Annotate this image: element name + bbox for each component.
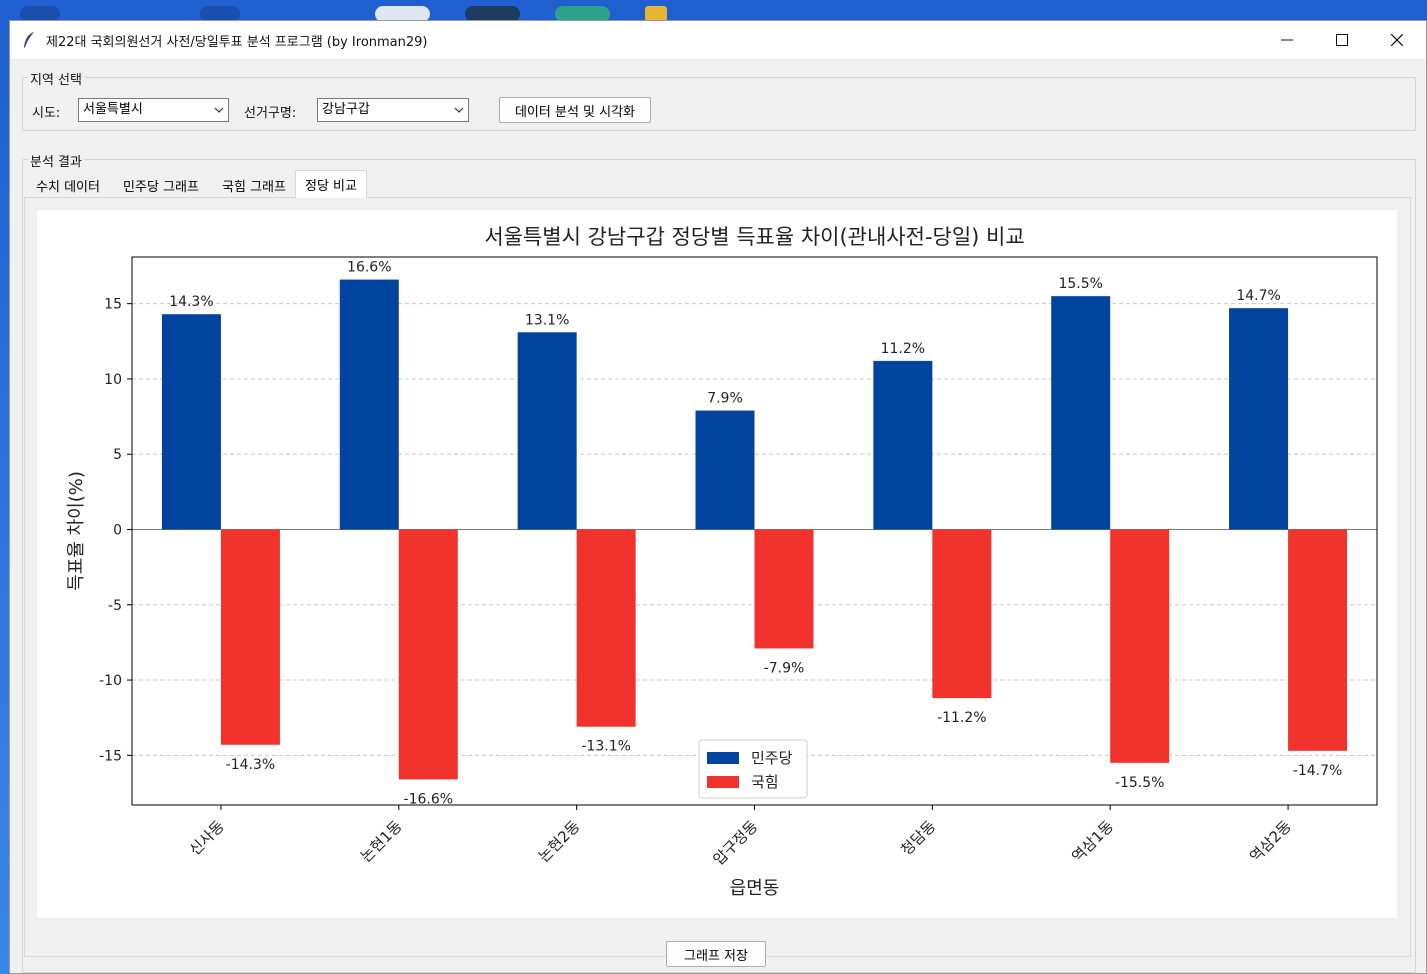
data-label: 11.2%: [881, 341, 925, 357]
data-label: -14.3%: [226, 757, 276, 773]
bar-dem: [161, 314, 221, 530]
y-tick-label: 0: [113, 522, 122, 538]
taskbar-app-icon[interactable]: [20, 6, 60, 22]
data-label: 15.5%: [1058, 276, 1102, 292]
result-group-title: 분석 결과: [28, 151, 84, 170]
y-tick-label: -5: [108, 598, 122, 614]
sido-label: 시도:: [32, 106, 61, 121]
data-label: -16.6%: [404, 791, 454, 807]
analyze-button[interactable]: 데이터 분석 및 시각화: [499, 97, 651, 123]
close-button[interactable]: [1370, 21, 1424, 59]
bar-ppp: [932, 529, 992, 699]
taskbar-app-icon[interactable]: [465, 6, 520, 22]
data-label: 14.7%: [1236, 288, 1280, 304]
bar-ppp: [398, 529, 458, 780]
minimize-button[interactable]: [1260, 21, 1314, 59]
data-label: -13.1%: [581, 739, 631, 755]
sido-select[interactable]: 서울특별시: [78, 98, 229, 122]
chart-title: 서울특별시 강남구갑 정당별 득표율 차이(관내사전-당일) 비교: [484, 225, 1024, 249]
bar-dem: [1229, 308, 1289, 530]
y-axis-label: 득표율 차이(%): [66, 471, 87, 591]
bar-dem: [517, 332, 577, 530]
app-window: 제22대 국회의원선거 사전/당일투표 분석 프로그램 (by Ironman2…: [9, 20, 1427, 974]
x-tick-label: 역삼2동: [1246, 817, 1295, 866]
tab-dem-graph[interactable]: 민주당 그래프: [123, 179, 199, 195]
save-graph-button[interactable]: 그래프 저장: [666, 941, 766, 967]
data-label: 14.3%: [169, 294, 213, 310]
y-tick-label: 5: [113, 447, 122, 463]
bar-dem: [1051, 296, 1111, 530]
bar-ppp: [1288, 529, 1348, 751]
window-title: 제22대 국회의원선거 사전/당일투표 분석 프로그램 (by Ironman2…: [46, 35, 428, 50]
maximize-button[interactable]: [1315, 21, 1369, 59]
bar-ppp: [754, 529, 814, 649]
data-label: -15.5%: [1115, 775, 1165, 791]
sido-select-value: 서울특별시: [83, 102, 143, 117]
bar-dem: [339, 279, 399, 530]
tab-numeric-data[interactable]: 수치 데이터: [36, 179, 100, 195]
data-label: 7.9%: [707, 391, 743, 407]
bar-ppp: [1110, 529, 1170, 763]
x-tick-label: 청담동: [897, 817, 939, 859]
taskbar-app-icon[interactable]: [200, 6, 240, 22]
region-group-title: 지역 선택: [28, 69, 84, 88]
legend-swatch: [707, 776, 739, 788]
tab-ppp-graph[interactable]: 국힘 그래프: [222, 179, 286, 195]
x-tick-label: 역삼1동: [1068, 817, 1117, 866]
x-tick-label: 압구정동: [710, 817, 762, 869]
y-tick-label: 15: [104, 297, 122, 313]
data-label: -7.9%: [764, 660, 805, 676]
x-tick-label: 논현2동: [535, 817, 584, 866]
bar-ppp: [220, 529, 280, 745]
taskbar-app-icon[interactable]: [645, 6, 667, 22]
close-icon: [1391, 34, 1403, 46]
taskbar-app-icon[interactable]: [375, 6, 430, 22]
y-tick-label: -15: [99, 748, 122, 764]
data-label: -11.2%: [937, 710, 987, 726]
chevron-down-icon: [214, 107, 224, 113]
feather-icon: [24, 32, 34, 48]
legend-label: 국힘: [751, 773, 779, 791]
y-tick-label: 10: [104, 372, 122, 388]
legend-label: 민주당: [751, 749, 793, 767]
y-tick-label: -10: [99, 673, 122, 689]
tab-party-compare[interactable]: 정당 비교: [295, 170, 367, 198]
district-select[interactable]: 강남구갑: [317, 98, 469, 122]
legend-swatch: [707, 752, 739, 764]
data-label: 13.1%: [525, 312, 569, 328]
chart-figure: 14.3% 16.6% 13.1% 7.9% 11.2% 15.5% 14.7% -14.3%…: [37, 210, 1397, 918]
title-bar[interactable]: 제22대 국회의원선거 사전/당일투표 분석 프로그램 (by Ironman2…: [10, 21, 1426, 59]
bar-ppp: [576, 529, 636, 727]
x-tick-label: 신사동: [186, 817, 228, 859]
result-groupbox: [22, 159, 1416, 973]
maximize-icon: [1336, 34, 1348, 46]
data-label: 16.6%: [347, 260, 391, 276]
taskbar-app-icon[interactable]: [555, 6, 610, 22]
bar-dem: [873, 360, 933, 530]
bar-dem: [695, 410, 755, 530]
district-select-value: 강남구갑: [322, 102, 370, 117]
x-axis-label: 읍면동: [730, 878, 780, 899]
bar-chart: 14.3% 16.6% 13.1% 7.9% 11.2% 15.5% 14.7% -14.3%…: [66, 225, 1378, 899]
district-label: 선거구명:: [244, 106, 297, 121]
x-tick-label: 논현1동: [357, 817, 406, 866]
chevron-down-icon: [454, 107, 464, 113]
region-groupbox: [22, 77, 1416, 131]
data-label: -14.7%: [1293, 763, 1343, 779]
minimize-icon: [1281, 39, 1293, 41]
